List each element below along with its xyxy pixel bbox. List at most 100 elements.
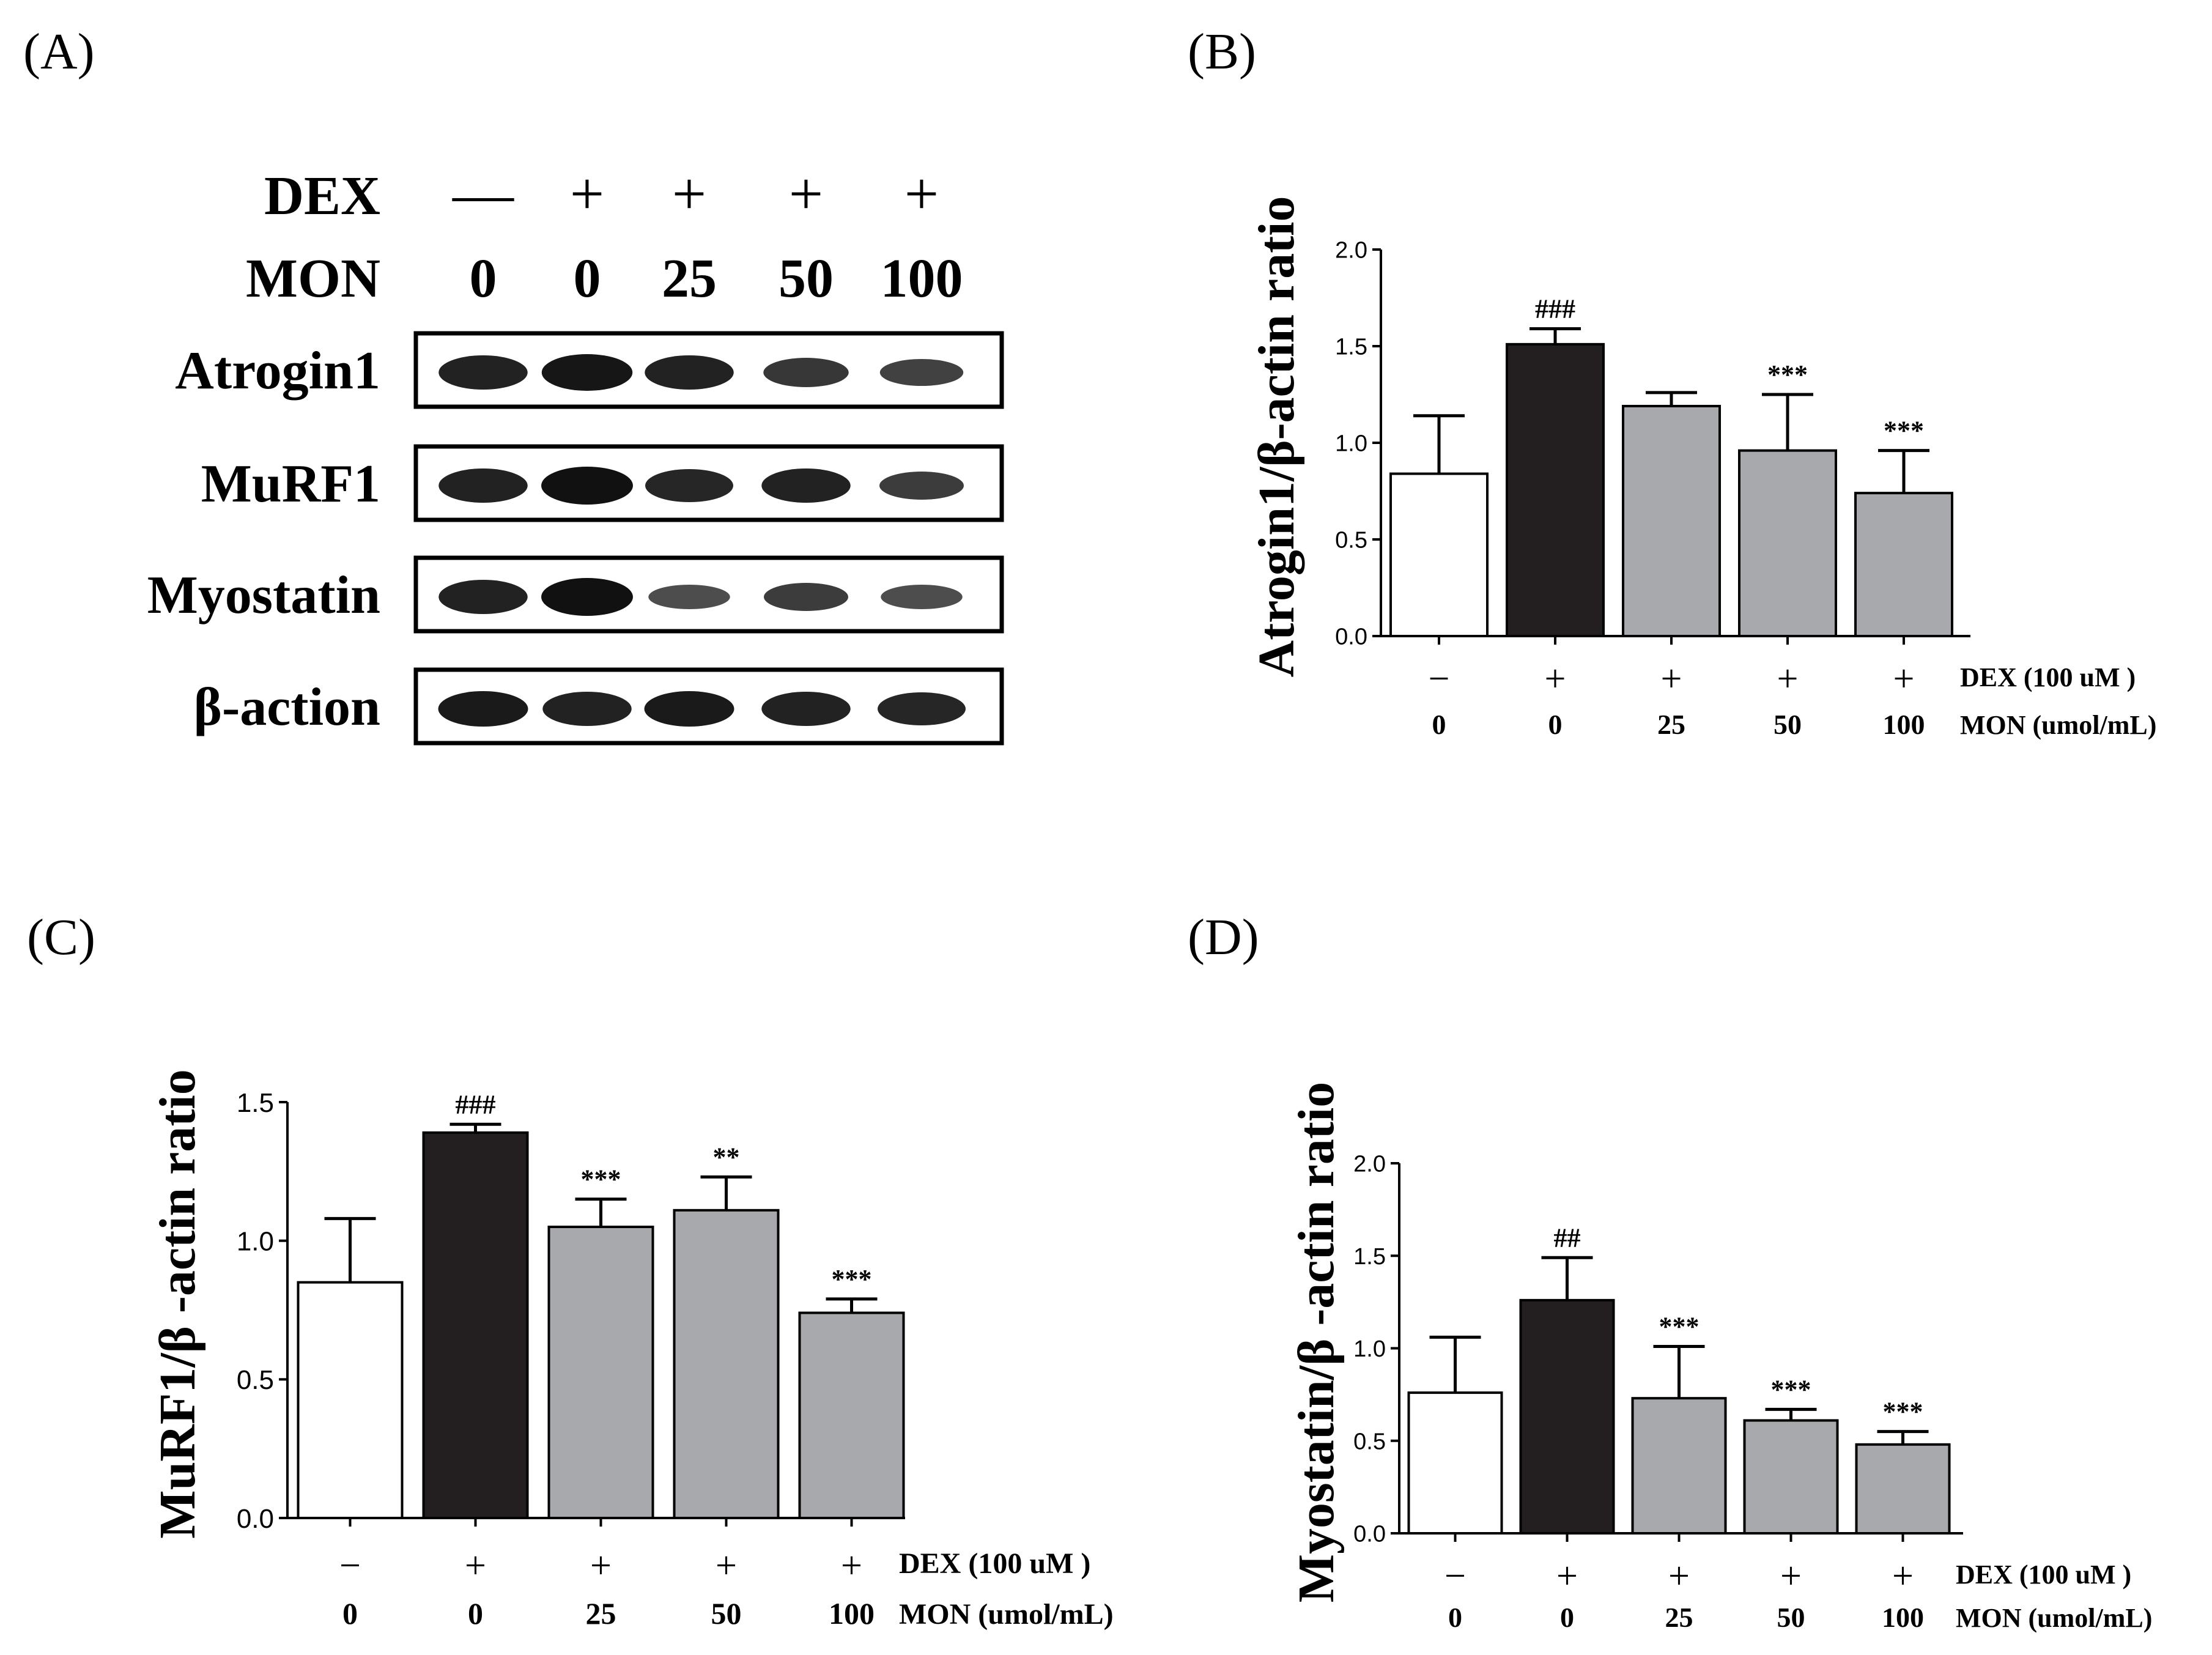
dex-sign: + — [465, 1545, 486, 1587]
bar — [673, 1209, 780, 1520]
y-axis-label: MuRF1/β -actin ratio — [149, 1069, 206, 1538]
category-label: 100 — [1882, 1602, 1924, 1633]
blot-band — [763, 358, 849, 387]
bar — [1407, 1391, 1503, 1535]
dex-row-title: DEX (100 uM ) — [899, 1547, 1090, 1580]
y-axis-label: Atrogin1/β-actin ratio — [1248, 196, 1305, 678]
blot-band — [541, 467, 633, 505]
dex-sign: + — [1668, 1555, 1690, 1597]
blot-band — [541, 578, 633, 616]
blot-dex-sign: + — [789, 160, 823, 228]
category-label: 0 — [1560, 1602, 1574, 1633]
bar — [1506, 342, 1605, 638]
blot-band — [645, 469, 733, 502]
bar — [297, 1281, 404, 1520]
category-label: 0 — [342, 1596, 358, 1631]
blot-band — [878, 692, 966, 725]
blot-mon-value: 100 — [881, 248, 963, 309]
y-axis-label: Myostatin/β -actin ratio — [1288, 1082, 1345, 1602]
mon-row-title: MON (umol/mL) — [1960, 710, 2156, 740]
blot-dex-label: DEX — [264, 166, 380, 226]
dex-sign: + — [1893, 658, 1915, 700]
blot-mon-value: 0 — [574, 248, 601, 309]
dex-sign: + — [1556, 1555, 1578, 1597]
category-label: 100 — [829, 1596, 875, 1631]
category-label: 0 — [468, 1596, 483, 1631]
blot-band — [879, 472, 964, 500]
significance-label: *** — [1883, 1397, 1923, 1427]
blot-mon-label: MON — [246, 248, 380, 309]
y-tick-label: 2.0 — [1335, 238, 1367, 264]
category-label: 50 — [1774, 709, 1802, 740]
significance-label: ## — [1554, 1223, 1581, 1253]
dex-sign: + — [716, 1545, 737, 1587]
bar — [1855, 1443, 1951, 1535]
blot-mon-value: 50 — [779, 248, 834, 309]
y-tick-label: 1.5 — [237, 1088, 274, 1118]
significance-label: *** — [1767, 360, 1808, 390]
category-label: 25 — [586, 1596, 616, 1631]
blot-band — [879, 359, 964, 386]
dex-sign: + — [1780, 1555, 1802, 1597]
blot-band — [761, 468, 851, 503]
panel-label-b: (B) — [1188, 23, 1256, 80]
dex-sign: + — [841, 1545, 862, 1587]
blot-band — [438, 468, 528, 503]
dex-row-title: DEX (100 uM ) — [1956, 1560, 2131, 1590]
y-tick-label: 0.0 — [1335, 624, 1367, 650]
blot-band — [761, 692, 851, 726]
category-label: 0 — [1448, 1602, 1462, 1633]
y-tick-label: 0.5 — [1335, 528, 1367, 554]
dex-sign: + — [1892, 1555, 1914, 1597]
western-blot: DEX MON — + + + +0 0 25 50 100 Atrogin1 MuRF1 Myost… — [147, 160, 1004, 746]
bar — [1389, 472, 1489, 637]
bar — [1622, 404, 1721, 638]
dex-sign: − — [339, 1545, 361, 1587]
bar — [1738, 449, 1837, 637]
blot-mon-value: 25 — [662, 248, 717, 309]
panel-label-d: (D) — [1188, 909, 1259, 966]
y-tick-label: 1.5 — [1353, 1244, 1386, 1270]
dex-row-title: DEX (100 uM ) — [1960, 662, 2136, 692]
blot-dex-sign: + — [672, 160, 706, 228]
blot-dex-sign: + — [904, 160, 939, 228]
mon-row-title: MON (umol/mL) — [1956, 1603, 2152, 1633]
blot-dex-sign: + — [570, 160, 604, 228]
significance-label: ** — [713, 1142, 740, 1172]
bar — [1743, 1419, 1839, 1535]
blot-band — [438, 580, 528, 614]
dex-sign: + — [1777, 658, 1799, 700]
significance-label: *** — [1884, 416, 1924, 446]
bar — [1854, 492, 1953, 637]
blot-band — [764, 583, 848, 611]
category-label: 50 — [1777, 1602, 1805, 1633]
panel-label-a: (A) — [23, 23, 95, 80]
dex-sign: + — [1661, 658, 1682, 700]
dex-sign: − — [1429, 658, 1450, 700]
dex-sign: + — [1545, 658, 1566, 700]
category-label: 25 — [1657, 709, 1685, 740]
y-tick-label: 2.0 — [1353, 1152, 1386, 1177]
y-tick-label: 1.5 — [1335, 335, 1367, 360]
blot-row-label: Myostatin — [147, 566, 380, 625]
y-tick-label: 1.0 — [237, 1227, 274, 1257]
blot-row-label: Atrogin1 — [175, 341, 380, 401]
blot-mon-value: 0 — [470, 248, 497, 309]
chart-atrogin1: Atrogin1/β-actin ratio 0.0 0.5 1.0 1.5 2.0 − 0 #… — [1248, 196, 2156, 740]
blot-band — [542, 692, 632, 726]
significance-label: *** — [581, 1164, 621, 1194]
blot-band — [541, 354, 633, 391]
y-tick-label: 1.0 — [1353, 1336, 1386, 1362]
category-label: 25 — [1665, 1602, 1693, 1633]
blot-row-label: MuRF1 — [201, 454, 380, 514]
blot-band — [645, 355, 734, 390]
significance-label: ### — [1535, 294, 1575, 324]
significance-label: ### — [456, 1089, 496, 1119]
blot-row-label: β-action — [194, 678, 380, 737]
y-tick-label: 0.5 — [1353, 1429, 1386, 1454]
mon-row-title: MON (umol/mL) — [899, 1598, 1114, 1631]
category-label: 0 — [1432, 709, 1446, 740]
y-tick-label: 0.5 — [237, 1365, 274, 1395]
blot-band — [644, 691, 734, 727]
